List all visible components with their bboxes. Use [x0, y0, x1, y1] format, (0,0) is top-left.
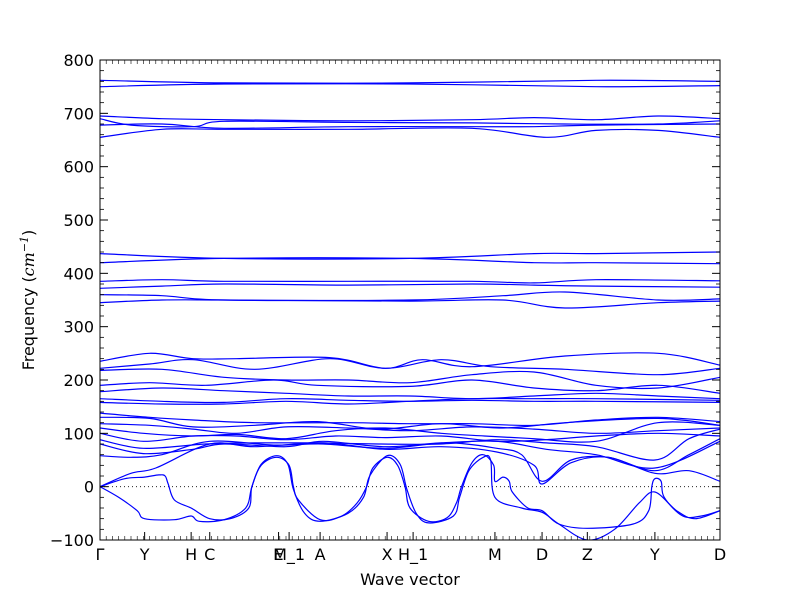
band-line-8 — [100, 257, 720, 265]
x-tick-label: Y — [139, 545, 150, 564]
band-line-20 — [100, 412, 720, 427]
y-axis-label: Frequency (cm−1) — [18, 230, 38, 371]
y-tick-label: 500 — [63, 211, 94, 230]
y-tick-label: 700 — [63, 104, 94, 123]
band-line-7 — [100, 251, 720, 260]
band-line-6 — [100, 127, 720, 138]
x-tick-label: H — [185, 545, 197, 564]
band-line-29 — [100, 454, 720, 529]
y-tick-label: 400 — [63, 264, 94, 283]
band-line-3 — [100, 115, 720, 122]
band-line-26 — [100, 440, 720, 469]
x-tick-label: Z — [582, 545, 593, 564]
x-tick-label: A — [315, 545, 326, 564]
band-line-17 — [100, 387, 720, 400]
x-tick-label: C — [204, 545, 215, 564]
band-line-30 — [100, 454, 720, 540]
band-line-1 — [100, 79, 720, 84]
x-tick-label: M — [488, 545, 502, 564]
x-tick-label: M_1 — [273, 545, 305, 565]
bands-layer — [100, 79, 720, 540]
y-tick-label: 200 — [63, 371, 94, 390]
band-line-10 — [100, 283, 720, 289]
band-line-24 — [100, 432, 720, 443]
x-axis-label: Wave vector — [360, 570, 460, 589]
band-line-28 — [100, 442, 720, 488]
plot-frame — [99, 59, 721, 541]
band-line-5 — [100, 123, 720, 129]
y-axis-label-text: Frequency ( — [19, 276, 38, 370]
band-line-12 — [100, 299, 720, 309]
band-line-18 — [100, 398, 720, 404]
band-line-25 — [100, 428, 720, 461]
band-line-16 — [100, 379, 720, 394]
x-tick-label: E — [274, 545, 284, 564]
plot-area — [99, 59, 721, 541]
y-tick-label: 300 — [63, 318, 94, 337]
ticks-layer — [99, 59, 721, 541]
y-tick-label: 800 — [63, 51, 94, 70]
y-axis-label-unit: cm — [19, 252, 38, 276]
x-tick-label: Γ — [96, 545, 105, 564]
x-tick-label: H_1 — [398, 545, 428, 565]
y-tick-label: 100 — [63, 424, 94, 443]
band-line-9 — [100, 279, 720, 284]
x-tick-label: X — [382, 545, 393, 564]
band-line-11 — [100, 291, 720, 302]
band-line-19 — [100, 397, 720, 405]
y-tick-label: 0 — [84, 478, 94, 497]
y-axis-label-exponent: −1 — [18, 236, 31, 252]
y-axis-label-close: ) — [19, 230, 38, 236]
band-line-22 — [100, 423, 720, 434]
band-line-15 — [100, 368, 720, 390]
x-tick-label: D — [536, 545, 548, 564]
y-tick-label: −100 — [50, 531, 94, 550]
x-tick-label: D — [714, 545, 726, 564]
band-line-14 — [100, 358, 720, 376]
band-line-2 — [100, 83, 720, 88]
x-tick-label: Y — [649, 545, 660, 564]
x-tick-labels: Γ Y H C EM_1 A X H_1 M D Z Y D — [96, 545, 727, 565]
y-tick-label: 600 — [63, 158, 94, 177]
y-tick-labels: −100 0 100 200 300 400 500 600 700 800 — [50, 51, 94, 550]
